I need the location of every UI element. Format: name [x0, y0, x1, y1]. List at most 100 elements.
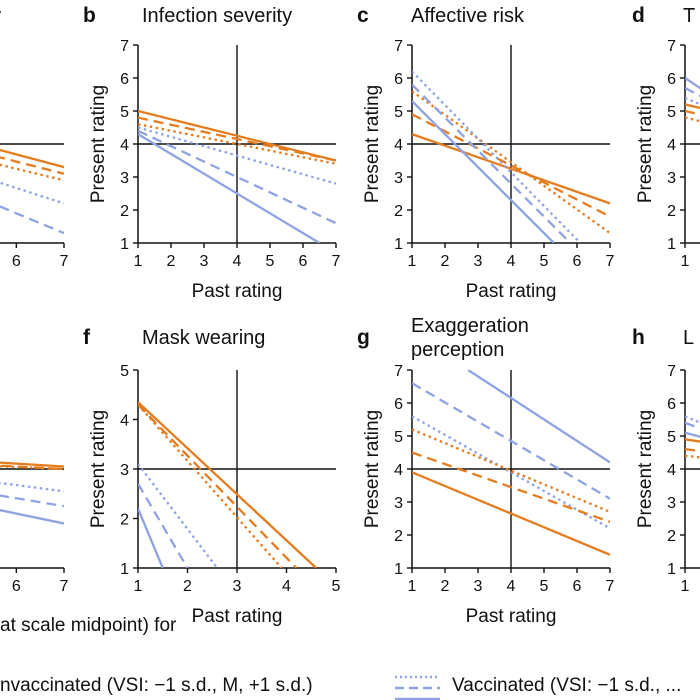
y-tick-label: 6 — [667, 396, 676, 413]
series-line-vaccinated-dashed — [0, 494, 64, 508]
y-tick-label: 3 — [394, 495, 403, 512]
y-tick-label: 2 — [667, 528, 676, 545]
x-tick-label: 5 — [540, 578, 549, 595]
y-tick-label: 2 — [120, 512, 129, 529]
y-tick-label: 4 — [394, 462, 403, 479]
series-line-unvaccinated-solid — [138, 401, 317, 568]
panel-title: L — [683, 327, 694, 349]
panel-b: 1 2 3 4 5 6 7 1 2 3 4 5 6 7 Past rating Present rating b… — [83, 4, 341, 302]
panel-a: 567ingability — [0, 5, 69, 270]
y-tick-label: 1 — [667, 561, 676, 578]
x-tick-label: 5 — [266, 253, 275, 270]
y-axis-label: Present rating — [88, 410, 109, 528]
x-tick-label: 2 — [183, 578, 192, 595]
y-tick-label: 3 — [120, 170, 129, 187]
y-tick-label: 1 — [667, 236, 676, 253]
series-line-vaccinated-dotted — [0, 481, 64, 493]
y-tick-label: 1 — [120, 561, 129, 578]
x-tick-label: 2 — [441, 578, 450, 595]
x-tick-label: 6 — [299, 253, 308, 270]
y-tick-label: 4 — [394, 137, 403, 154]
y-tick-label: 4 — [120, 413, 129, 430]
y-tick-label: 5 — [394, 104, 403, 121]
panel-letter: d — [632, 4, 645, 27]
y-axis-label: Present rating — [362, 85, 383, 203]
x-tick-label: 1 — [134, 578, 143, 595]
x-tick-label: 1 — [408, 253, 417, 270]
series-line-unvaccinated-solid — [685, 438, 700, 443]
x-tick-label: 3 — [200, 253, 209, 270]
series-line-vaccinated-solid — [138, 133, 321, 243]
x-tick-label: 6 — [573, 578, 582, 595]
panel-title: Mask wearing — [142, 327, 265, 349]
y-tick-label: 2 — [120, 203, 129, 220]
series-line-vaccinated-dashed — [138, 129, 336, 225]
y-tick-label: 6 — [667, 71, 676, 88]
x-tick-label: 2 — [167, 253, 176, 270]
x-tick-label: 3 — [474, 578, 483, 595]
legend-vaccinated-label: Vaccinated (VSI: −1 s.d., ... — [452, 675, 681, 696]
y-tick-label: 5 — [120, 104, 129, 121]
series-line-unvaccinated-dashed — [138, 403, 298, 568]
y-axis-label: Present rating — [635, 410, 656, 528]
panel-g: 1 2 3 4 5 6 7 1 2 3 4 5 6 7 Past rating Present rating g… — [357, 315, 615, 627]
panel-d: 1 2 3 4 5 6 7 1 Present rating d T — [632, 4, 700, 270]
y-tick-label: 3 — [120, 462, 129, 479]
y-tick-label: 6 — [394, 71, 403, 88]
panel-e: 567ingce — [0, 461, 69, 595]
y-tick-label: 4 — [667, 137, 676, 154]
x-axis-label: Past rating — [466, 281, 557, 302]
x-tick-label: 4 — [507, 578, 516, 595]
x-tick-label: 6 — [12, 253, 21, 270]
x-tick-label: 4 — [233, 253, 242, 270]
series-line-vaccinated-dotted — [685, 415, 700, 424]
series-line-unvaccinated-solid — [0, 461, 64, 468]
series-line-unvaccinated-dashed — [138, 116, 336, 162]
panel-letter: h — [632, 326, 645, 349]
series-line-unvaccinated-dashed — [412, 451, 610, 523]
x-tick-label: 6 — [573, 253, 582, 270]
series-line-vaccinated-dotted — [138, 463, 219, 568]
x-tick-label: 7 — [332, 253, 341, 270]
series-line-unvaccinated-dotted — [685, 454, 700, 459]
series-line-vaccinated-dotted — [0, 181, 64, 205]
y-tick-label: 1 — [120, 236, 129, 253]
panel-f: 1 2 3 4 5 1 2 3 4 5 Past rating Present rating f Mask… — [83, 326, 341, 627]
series-line-vaccinated-dotted — [412, 415, 610, 530]
series-line-unvaccinated-dashed — [412, 113, 610, 218]
series-line-vaccinated-dashed — [412, 382, 610, 500]
x-tick-label: 4 — [282, 578, 291, 595]
x-tick-label: 4 — [507, 253, 516, 270]
y-axis-label: Present rating — [362, 410, 383, 528]
y-axis-label: Present rating — [88, 85, 109, 203]
series-line-vaccinated-dotted — [138, 126, 336, 185]
y-tick-label: 7 — [667, 363, 676, 380]
panel-letter: g — [357, 326, 370, 349]
series-line-vaccinated-dotted — [412, 70, 582, 243]
series-line-vaccinated-solid — [138, 508, 164, 568]
series-line-vaccinated-solid — [412, 100, 555, 243]
series-line-vaccinated-dashed — [0, 205, 64, 235]
y-tick-label: 5 — [394, 429, 403, 446]
x-tick-label: 1 — [408, 578, 417, 595]
legend-caption: at scale midpoint) for — [0, 615, 177, 636]
series-line-unvaccinated-dotted — [138, 403, 283, 568]
panel-c: 1 2 3 4 5 6 7 1 2 3 4 5 6 7 Past rating Present rating c… — [357, 4, 615, 302]
y-tick-label: 2 — [394, 528, 403, 545]
series-line-unvaccinated-dotted — [412, 90, 610, 235]
series-line-unvaccinated-solid — [0, 148, 64, 169]
y-tick-label: 3 — [667, 495, 676, 512]
legend: at scale midpoint) for nvaccinated (VSI:… — [0, 615, 681, 700]
y-tick-label: 6 — [394, 396, 403, 413]
series-line-vaccinated-dashed — [138, 483, 189, 568]
y-tick-label: 5 — [120, 363, 129, 380]
series-line-vaccinated-solid — [0, 508, 64, 525]
x-tick-label: 7 — [60, 578, 69, 595]
y-tick-label: 7 — [120, 38, 129, 55]
x-tick-label: 1 — [134, 253, 143, 270]
y-tick-label: 4 — [667, 462, 676, 479]
series-line-unvaccinated-solid — [412, 471, 610, 556]
x-tick-label: 5 — [332, 578, 341, 595]
panel-letter: b — [83, 4, 96, 27]
series-line-unvaccinated-solid — [412, 133, 610, 205]
